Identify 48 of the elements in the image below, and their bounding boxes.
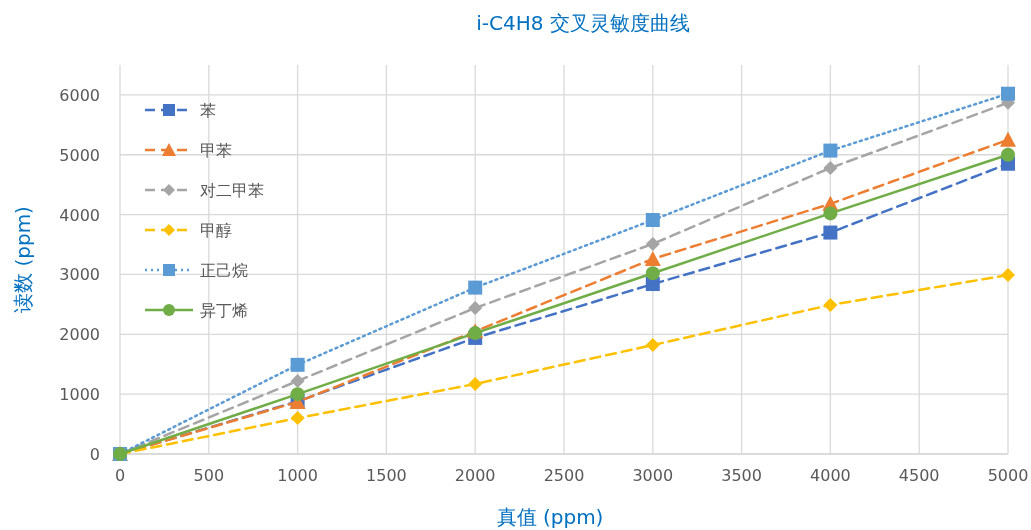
legend-label: 对二甲苯: [200, 181, 264, 200]
point: [645, 266, 660, 281]
y-tick-label: 6000: [59, 85, 100, 105]
y-tick-label: 1000: [59, 385, 100, 405]
legend-label: 甲苯: [200, 141, 232, 160]
point: [823, 225, 838, 240]
x-tick-label: 4500: [898, 466, 940, 485]
point: [823, 206, 838, 221]
point: [823, 143, 838, 158]
x-tick-label: 2500: [543, 466, 585, 485]
y-tick-label: 5000: [59, 145, 100, 165]
point: [1001, 86, 1015, 101]
point: [468, 300, 483, 315]
legend-label: 异丁烯: [200, 301, 248, 320]
x-tick-label: 0: [114, 466, 126, 485]
y-axis-title: 读数 (ppm): [11, 206, 35, 313]
point: [645, 338, 660, 353]
x-tick-label: 1000: [277, 466, 318, 485]
x-tick-label: 500: [193, 466, 225, 485]
point: [644, 250, 661, 266]
y-tick-label: 3000: [59, 265, 100, 285]
point: [290, 373, 305, 388]
x-tick-label: 2000: [454, 466, 496, 485]
x-tick-label: 3000: [632, 466, 674, 485]
y-tick-label: 0: [89, 445, 100, 464]
y-tick-label: 4000: [59, 205, 100, 225]
point: [468, 280, 483, 295]
point: [645, 236, 660, 251]
legend-label: 正己烷: [200, 261, 248, 280]
point: [1001, 147, 1015, 162]
point: [290, 357, 305, 372]
point: [823, 160, 838, 175]
x-tick-label: 3500: [721, 466, 762, 485]
x-axis-title: 真值 (ppm): [496, 505, 604, 529]
x-tick-label: 5000: [987, 466, 1029, 485]
y-tick-label: 2000: [59, 325, 100, 345]
point: [290, 387, 305, 402]
point: [823, 297, 838, 312]
legend-label: 苯: [200, 101, 216, 120]
point: [645, 213, 660, 227]
chart-title: i-C4H8 交叉灵敏度曲线: [476, 11, 690, 35]
x-tick-label: 1500: [366, 466, 407, 485]
point: [290, 411, 305, 426]
x-tick-label: 4000: [810, 466, 851, 485]
point: [1001, 268, 1015, 283]
point: [468, 376, 483, 391]
point: [1000, 131, 1016, 147]
legend-label: 甲醇: [200, 221, 232, 240]
